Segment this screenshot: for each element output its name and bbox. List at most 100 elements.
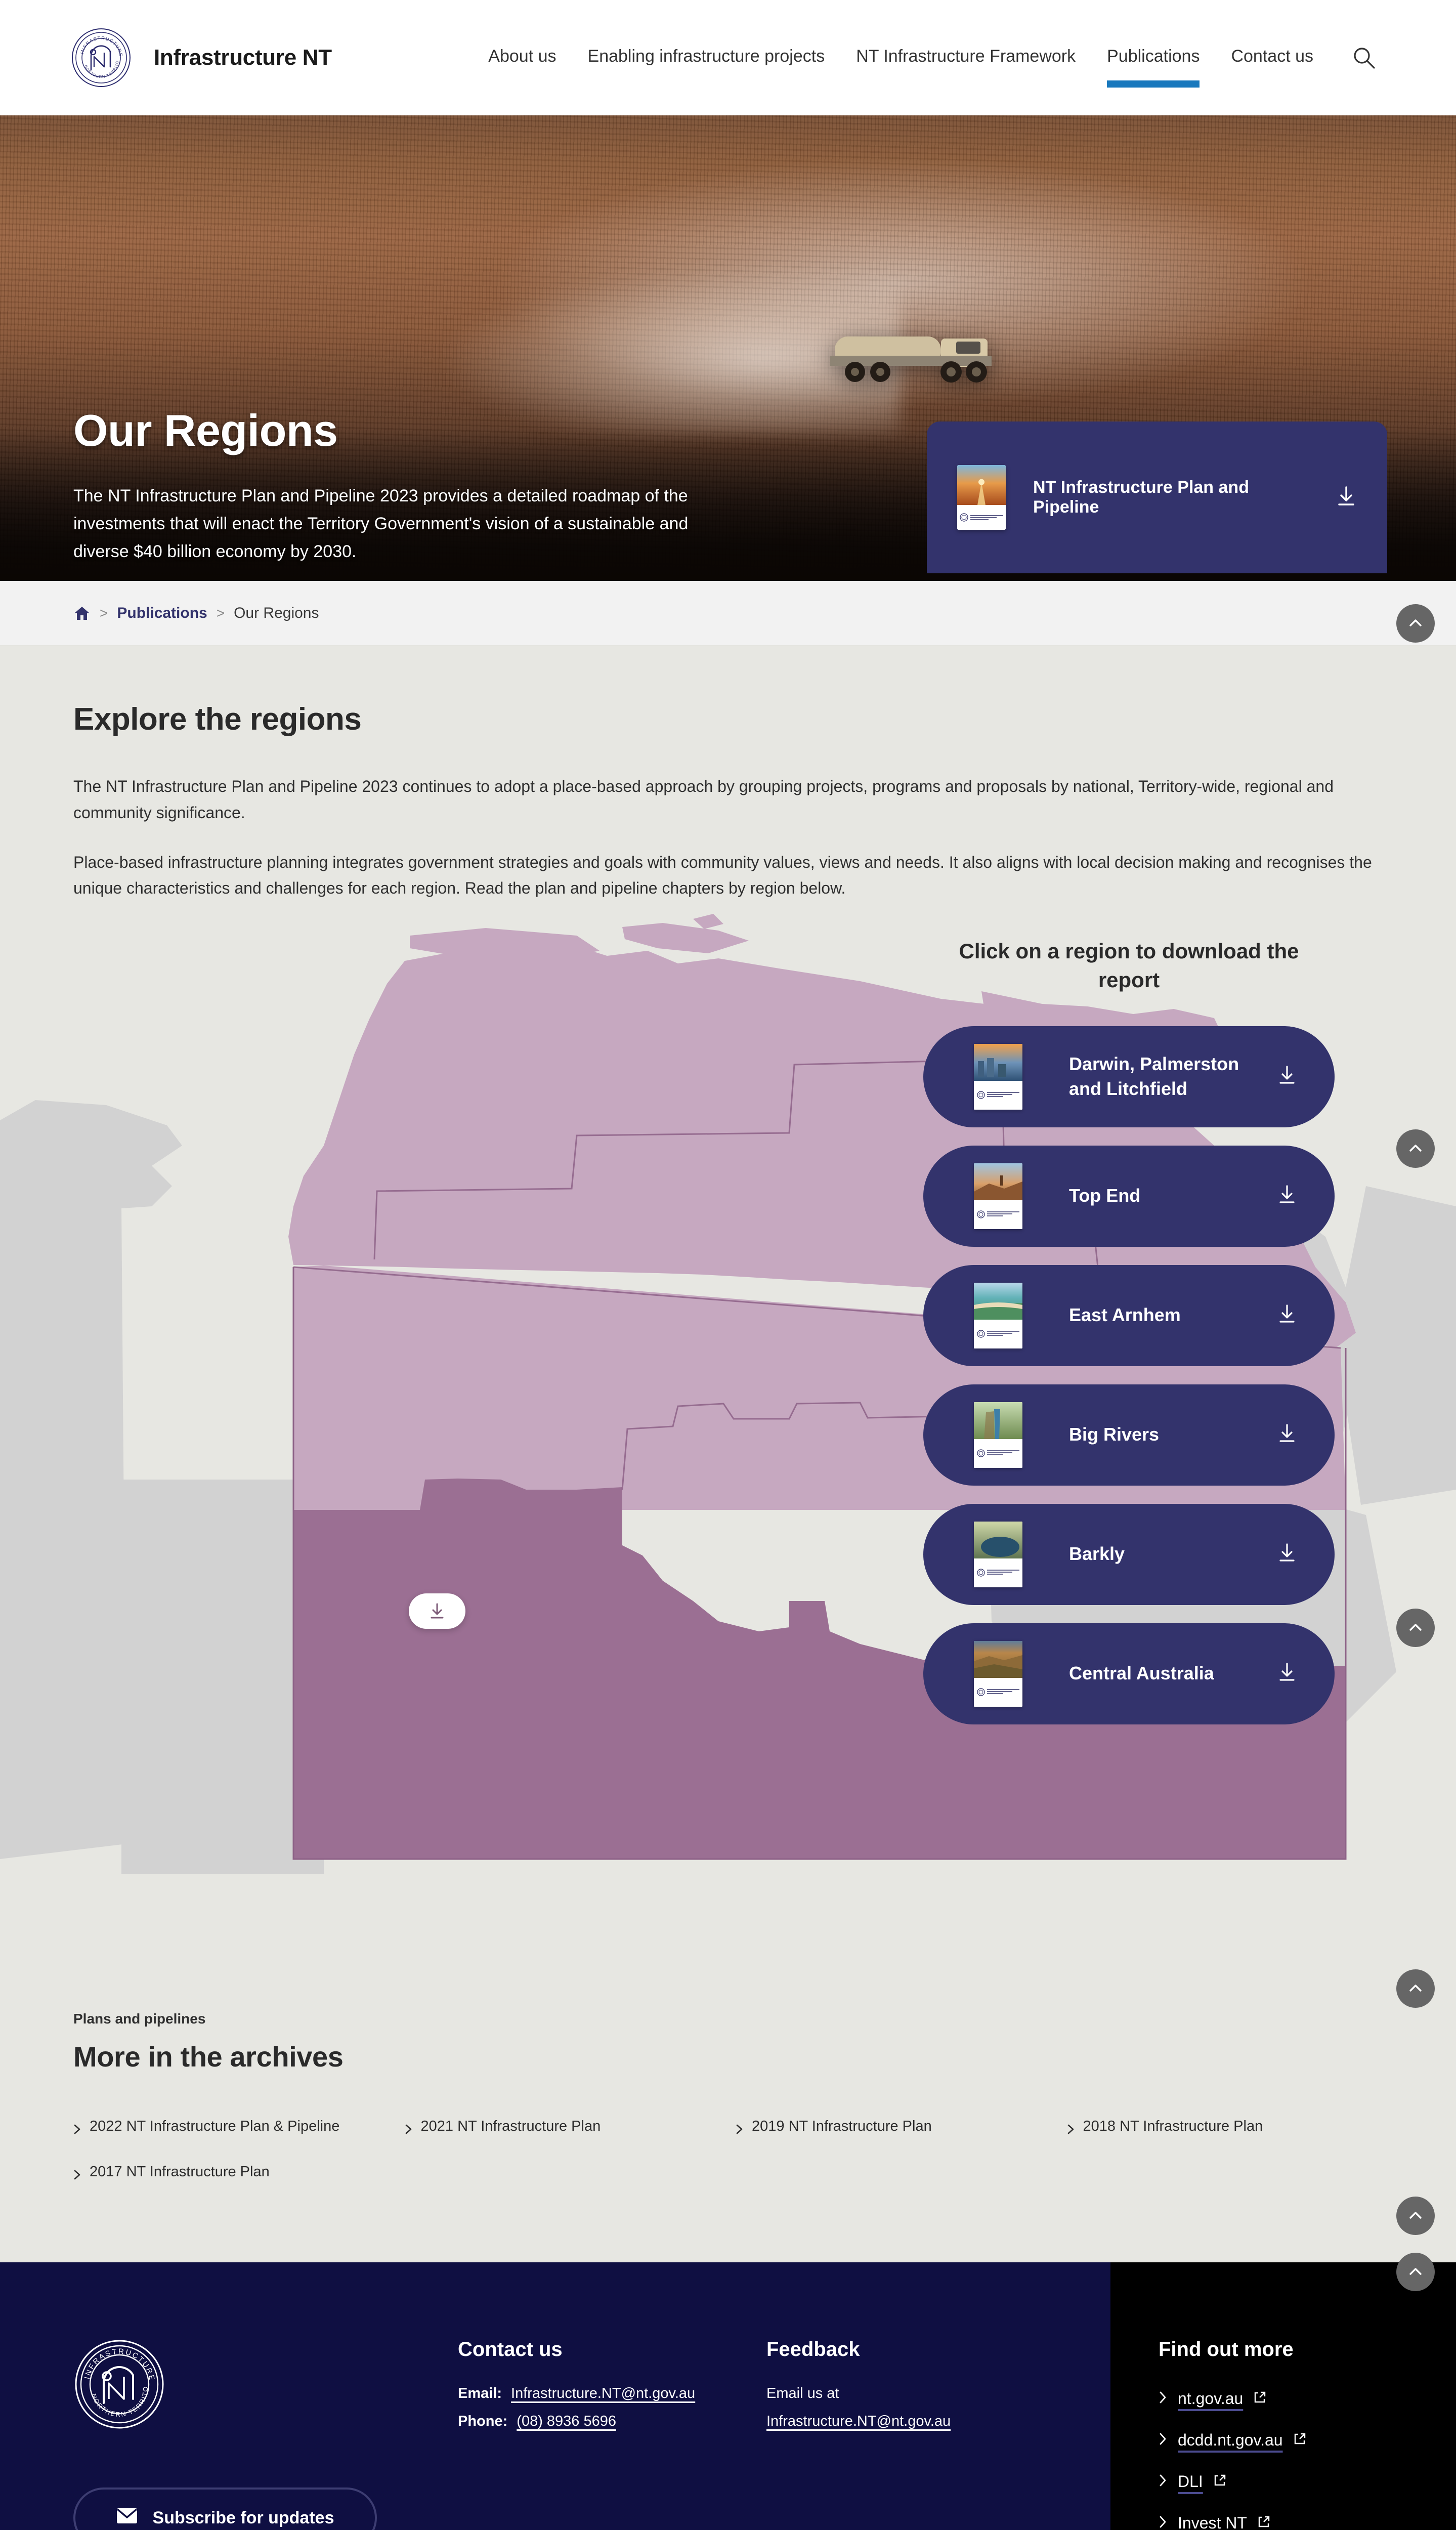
archive-link-2021[interactable]: 2021 NT Infrastructure Plan	[405, 2116, 688, 2141]
feedback-title: Feedback	[766, 2338, 860, 2361]
email-label: Email:	[458, 2385, 502, 2402]
scroll-to-top-button[interactable]	[1396, 1609, 1435, 1648]
scroll-to-top-button[interactable]	[1396, 1969, 1435, 2008]
nav-item-nt-infrastructure-framework[interactable]: NT Infrastructure Framework	[856, 46, 1076, 66]
footer-brand-column: INFRASTRUCTURE NORTHERN TERRITORY Subscr…	[70, 2332, 458, 2530]
region-button-central-australia[interactable]: Central Australia	[923, 1623, 1335, 1724]
footer-feedback-column: Feedback Email us at Infrastructure.NT@n…	[766, 2338, 1030, 2530]
archive-link-2022[interactable]: 2022 NT Infrastructure Plan & Pipeline	[73, 2116, 357, 2141]
region-button-big-rivers[interactable]: Big Rivers	[923, 1384, 1335, 1486]
nav-item-about-us[interactable]: About us	[488, 46, 556, 66]
find-out-more-link-dcdd-nt-gov-au[interactable]: dcdd.nt.gov.au	[1159, 2431, 1416, 2450]
find-out-more-link-nt-gov-au[interactable]: nt.gov.au	[1159, 2389, 1416, 2408]
thumb-seal-icon	[977, 1449, 985, 1457]
svg-text:INFRASTRUCTURE: INFRASTRUCTURE	[83, 2347, 156, 2382]
region-list: Click on a region to download the report…	[863, 928, 1383, 1950]
archives-section: Plans and pipelines More in the archives…	[0, 1950, 1456, 2292]
region-list-title: Click on a region to download the report	[959, 939, 1299, 992]
chevron-right-icon	[1159, 2389, 1168, 2408]
external-link-icon	[1253, 2389, 1266, 2408]
page-title: Explore the regions	[73, 702, 362, 737]
archives-kicker: Plans and pipelines	[73, 2011, 206, 2027]
brand-name: Infrastructure NT	[154, 45, 332, 70]
nav-item-publications[interactable]: Publications	[1107, 47, 1200, 88]
external-link-icon	[1257, 2514, 1270, 2530]
dust-plume	[445, 267, 901, 434]
archives-heading: More in the archives	[73, 2041, 344, 2073]
find-out-more-link-dli[interactable]: DLI	[1159, 2472, 1416, 2491]
archive-link-2018[interactable]: 2018 NT Infrastructure Plan	[1067, 2116, 1350, 2141]
download-icon[interactable]	[1276, 1303, 1298, 1328]
breadcrumb-separator: >	[100, 605, 108, 621]
scroll-to-top-button[interactable]	[1396, 2253, 1435, 2292]
feedback-line: Email us at	[766, 2385, 839, 2402]
scroll-to-top-button[interactable]	[1396, 1129, 1435, 1168]
contact-phone-row: Phone: (08) 8936 5696	[458, 2413, 766, 2430]
brand[interactable]: INFRASTRUCTURE NORTHERN TERRITORY Infras…	[69, 24, 332, 88]
chevron-right-icon	[405, 2120, 413, 2141]
scroll-to-top-button[interactable]	[1396, 2197, 1435, 2236]
archive-link-label: 2022 NT Infrastructure Plan & Pipeline	[90, 2118, 340, 2135]
thumb-seal-icon	[977, 1330, 985, 1338]
footer-find-out-more: Find out more nt.gov.au dcdd.nt.gov.au D…	[1110, 2197, 1456, 2530]
hero-banner: Our Regions The NT Infrastructure Plan a…	[0, 115, 1456, 581]
archive-link-label: 2019 NT Infrastructure Plan	[752, 2118, 932, 2135]
external-link-icon	[1293, 2431, 1306, 2450]
main-navigation: About us Enabling infrastructure project…	[488, 44, 1385, 88]
thumb-text-lines	[970, 515, 1003, 520]
contact-email-row: Email: Infrastructure.NT@nt.gov.au	[458, 2385, 766, 2402]
region-cover-thumbnail	[974, 1163, 1022, 1229]
hero-card-label: NT Infrastructure Plan and Pipeline	[1033, 478, 1249, 517]
nav-item-contact-us[interactable]: Contact us	[1231, 46, 1313, 66]
region-button-top-end[interactable]: Top End	[923, 1145, 1335, 1247]
search-icon[interactable]	[1350, 44, 1378, 72]
find-out-more-label: dcdd.nt.gov.au	[1178, 2431, 1283, 2450]
region-button-east-arnhem[interactable]: East Arnhem	[923, 1264, 1335, 1366]
breadcrumb-link-publications[interactable]: Publications	[117, 604, 207, 621]
thumb-seal-icon	[977, 1210, 985, 1218]
archives-links-grid: 2022 NT Infrastructure Plan & Pipeline 2…	[73, 2116, 1383, 2186]
find-out-more-label: Invest NT	[1178, 2514, 1247, 2530]
map-download-button[interactable]	[409, 1593, 465, 1629]
hero-title: Our Regions	[73, 405, 338, 455]
download-icon[interactable]	[1335, 485, 1358, 511]
download-icon[interactable]	[1276, 1184, 1298, 1208]
region-cover-thumbnail	[974, 1043, 1022, 1110]
region-button-darwin-palmerston-litchfield[interactable]: Darwin, Palmerston and Litchfield	[923, 1026, 1335, 1127]
download-icon[interactable]	[1276, 1661, 1298, 1686]
download-icon[interactable]	[1276, 1542, 1298, 1567]
hero-subtitle: The NT Infrastructure Plan and Pipeline …	[73, 486, 689, 562]
footer-contact-column: Contact us Email: Infrastructure.NT@nt.g…	[458, 2338, 766, 2530]
phone-label: Phone:	[458, 2413, 508, 2430]
chevron-right-icon	[1067, 2120, 1075, 2141]
archive-link-label: 2018 NT Infrastructure Plan	[1083, 2118, 1263, 2135]
subscribe-label: Subscribe for updates	[152, 2508, 334, 2527]
breadcrumb: > Publications > Our Regions	[0, 581, 1456, 646]
contact-phone-link[interactable]: (08) 8936 5696	[517, 2413, 616, 2430]
thumb-seal-icon	[977, 1569, 985, 1577]
infrastructure-nt-logo-icon: INFRASTRUCTURE NORTHERN TERRITORY	[69, 24, 132, 88]
nav-item-enabling-infrastructure-projects[interactable]: Enabling infrastructure projects	[587, 46, 825, 66]
archive-link-2017[interactable]: 2017 NT Infrastructure Plan	[73, 2161, 357, 2186]
chevron-right-icon	[73, 2120, 81, 2141]
download-icon[interactable]	[1276, 1064, 1298, 1089]
thumb-seal-icon	[960, 513, 968, 522]
feedback-email-link[interactable]: Infrastructure.NT@nt.gov.au	[766, 2413, 951, 2430]
external-link-icon	[1213, 2472, 1226, 2491]
chevron-right-icon	[73, 2165, 81, 2186]
archive-link-2019[interactable]: 2019 NT Infrastructure Plan	[736, 2116, 1019, 2141]
region-label: Barkly	[1069, 1543, 1125, 1565]
plan-cover-thumbnail	[957, 465, 1006, 530]
region-label: Top End	[1069, 1185, 1141, 1206]
scroll-to-top-button[interactable]	[1396, 604, 1435, 643]
region-button-barkly[interactable]: Barkly	[923, 1503, 1335, 1605]
download-icon[interactable]	[1276, 1422, 1298, 1447]
subscribe-for-updates-button[interactable]: Subscribe for updates	[73, 2487, 377, 2530]
contact-email-link[interactable]: Infrastructure.NT@nt.gov.au	[511, 2385, 696, 2402]
home-icon[interactable]	[73, 605, 91, 622]
footer-top-row: INFRASTRUCTURE NORTHERN TERRITORY Subscr…	[70, 2332, 1037, 2530]
hero-content: Our Regions The NT Infrastructure Plan a…	[0, 115, 1456, 581]
contact-us-title: Contact us	[458, 2338, 563, 2361]
find-out-more-link-invest-nt[interactable]: Invest NT	[1159, 2514, 1416, 2530]
hero-download-card[interactable]: NT Infrastructure Plan and Pipeline	[927, 421, 1387, 573]
